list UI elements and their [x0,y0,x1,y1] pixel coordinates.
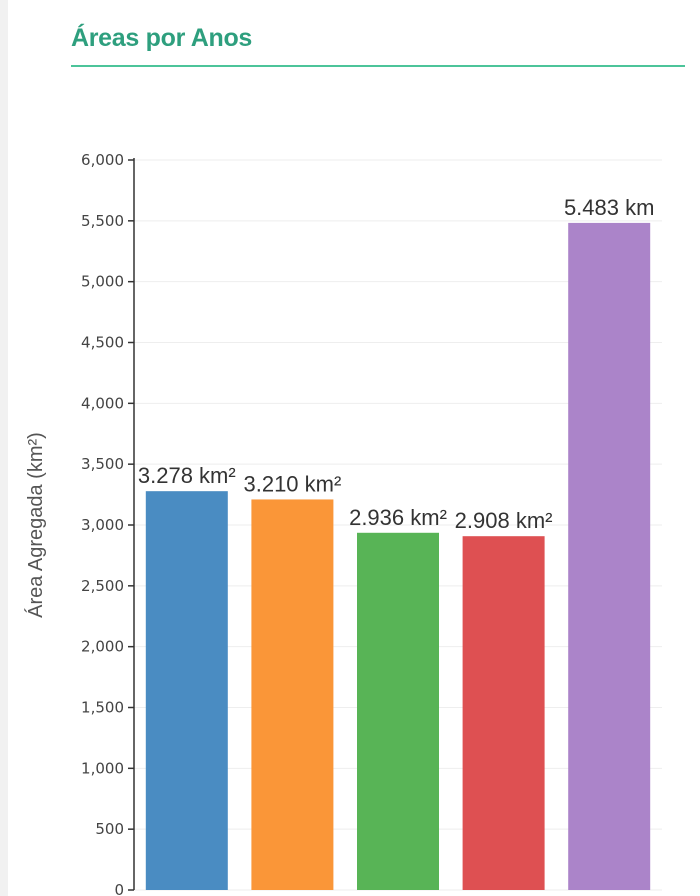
bar [462,536,545,890]
y-tick-label: 2,500 [81,577,124,595]
data-labels: 3.278 km² 3.210 km² 2.936 km² 2.908 km² 5.48… [138,195,655,533]
bar [145,491,228,890]
data-label: 3.210 km² [243,471,341,496]
y-tick-label: 5,500 [81,212,124,230]
data-label: 2.936 km² [349,505,447,530]
data-label: 3.278 km² [138,463,236,488]
y-tick-label: 1,000 [81,759,124,777]
y-tick-labels: 0 500 1,000 1,500 2,000 2,500 3,000 3,500 4,000 4… [81,151,124,896]
y-tick-label: 4,500 [81,334,124,352]
y-tick-label: 500 [95,820,124,838]
section-title: Áreas por Anos [71,24,253,52]
y-tick-label: 3,000 [81,516,124,534]
title-divider [71,65,685,67]
y-tick-label: 6,000 [81,151,124,169]
y-tick-label: 0 [114,881,124,896]
left-gutter [0,0,8,896]
y-tick-label: 1,500 [81,699,124,717]
y-tick-label: 4,000 [81,394,124,412]
bar [251,499,334,890]
data-label: 5.483 km [564,195,655,220]
data-label: 2.908 km² [455,508,553,533]
y-tick-label: 2,000 [81,638,124,656]
bar [357,532,439,890]
y-tick-label: 3,500 [81,455,124,473]
y-tick-label: 5,000 [81,273,124,291]
y-axis [128,158,135,891]
bar [568,222,651,890]
y-axis-label: Área Agregada (km²) [24,432,47,618]
bars [145,222,651,890]
